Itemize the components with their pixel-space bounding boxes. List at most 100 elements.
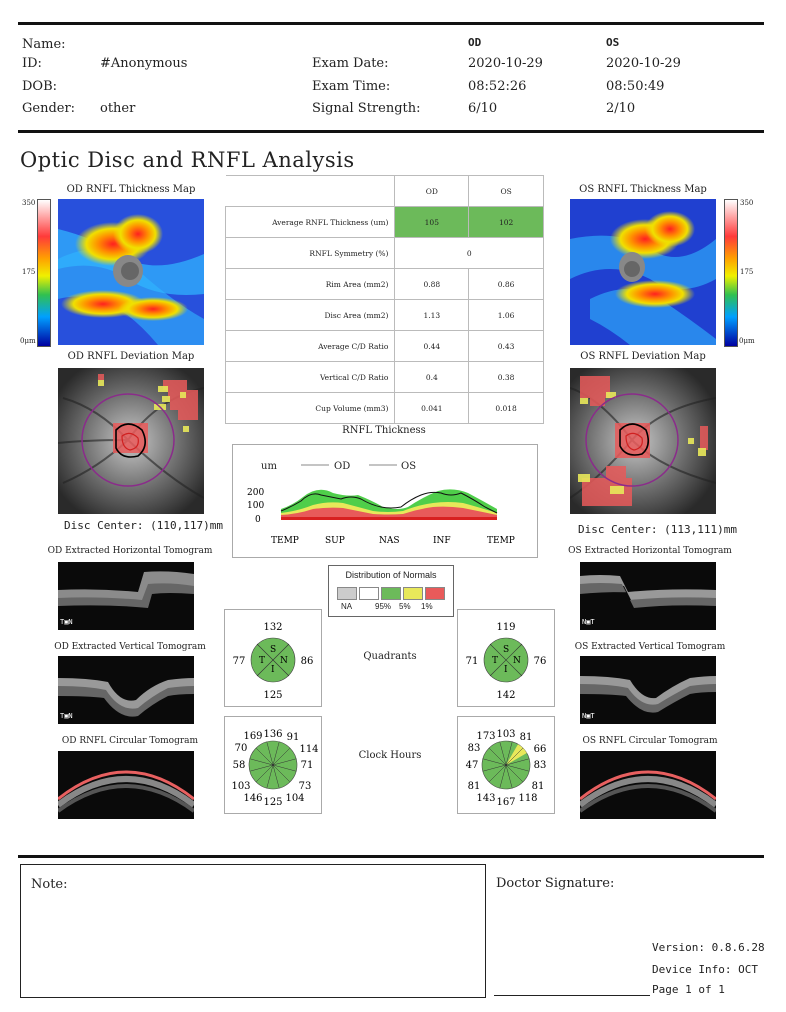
normals-legend: Distribution of Normals NA 95% 5% 1% bbox=[328, 565, 454, 617]
exam-date-label: Exam Date: bbox=[312, 56, 389, 71]
gender-label: Gender: bbox=[22, 101, 76, 116]
od-clock-11: 169 bbox=[243, 731, 262, 742]
metrics-row-od-value: 0.88 bbox=[394, 268, 470, 300]
legend-label-na: NA bbox=[341, 602, 353, 611]
od-clock-5: 104 bbox=[285, 793, 304, 804]
clock-sector-divider bbox=[482, 758, 507, 766]
od-quad-top: 132 bbox=[263, 622, 282, 633]
od-colorbar-max: 350 bbox=[22, 199, 36, 207]
os-c-tomo-title: OS RNFL Circular Tomogram bbox=[582, 736, 718, 746]
metrics-row-label: Vertical C/D Ratio bbox=[224, 361, 396, 393]
note-box[interactable]: Note: bbox=[20, 864, 486, 998]
os-quad-right: 76 bbox=[534, 656, 547, 667]
table-row: Average RNFL Thickness (um) 105 102 bbox=[224, 206, 544, 238]
clock-sector-divider bbox=[272, 764, 280, 789]
os-colorbar-mid: 175 bbox=[740, 268, 754, 276]
clock-hours-label: Clock Hours bbox=[358, 750, 422, 761]
metrics-row-label: Average RNFL Thickness (um) bbox=[224, 206, 396, 238]
metrics-row-label: Rim Area (mm2) bbox=[224, 268, 396, 300]
rnfl-chart-unit: um bbox=[261, 461, 277, 472]
metrics-table: OD OS Average RNFL Thickness (um) 105 10… bbox=[224, 175, 544, 424]
legend-label-5: 5% bbox=[399, 602, 411, 611]
os-clock-9: 47 bbox=[466, 760, 479, 771]
clock-sector-divider bbox=[505, 764, 524, 783]
od-clock-7: 146 bbox=[243, 793, 262, 804]
od-colorbar-mid: 175 bbox=[22, 268, 36, 276]
x-label-nas: NAS bbox=[379, 536, 400, 546]
x-label-inf: INF bbox=[433, 536, 451, 546]
od-colorbar-min: 0μm bbox=[20, 337, 36, 345]
os-quad-letter-i: I bbox=[504, 665, 508, 675]
metrics-row-od-value: 0.44 bbox=[394, 330, 470, 362]
legend-swatch-95 bbox=[359, 587, 379, 600]
os-header-label: OS bbox=[606, 36, 620, 49]
signal-label: Signal Strength: bbox=[312, 101, 421, 116]
os-exam-time: 08:50:49 bbox=[606, 79, 665, 94]
id-value: #Anonymous bbox=[100, 56, 188, 71]
od-c-tomo-title: OD RNFL Circular Tomogram bbox=[61, 736, 199, 746]
signature-line[interactable] bbox=[494, 995, 650, 996]
normals-legend-swatches bbox=[337, 585, 445, 604]
legend-swatch-1 bbox=[403, 587, 423, 600]
legend-label-1: 1% bbox=[421, 602, 433, 611]
metrics-header-row: OD OS bbox=[225, 175, 544, 207]
clock-sector-divider bbox=[505, 747, 524, 766]
od-quad-right: 86 bbox=[301, 656, 314, 667]
od-header-label: OD bbox=[468, 36, 482, 49]
os-clock-1: 81 bbox=[520, 732, 533, 743]
table-row: Cup Volume (mm3) 0.041 0.018 bbox=[224, 392, 544, 424]
od-thickness-map bbox=[58, 199, 204, 345]
os-quad-letter-t: T bbox=[492, 656, 498, 666]
od-clock-3: 71 bbox=[301, 760, 314, 771]
os-h-tomogram: N▣T bbox=[580, 562, 716, 630]
os-v-tomo-tag: N▣T bbox=[582, 712, 595, 720]
legend-os-label: OS bbox=[401, 461, 416, 472]
clock-sector-divider bbox=[272, 764, 297, 772]
clock-sector-divider bbox=[266, 764, 274, 789]
metrics-row-merged-value: 0 bbox=[394, 237, 544, 269]
clock-sector-divider bbox=[505, 764, 530, 772]
od-signal: 6/10 bbox=[468, 101, 498, 116]
od-circular-tomogram bbox=[58, 751, 194, 819]
os-quad-left: 71 bbox=[466, 656, 479, 667]
od-clock-1: 91 bbox=[287, 732, 300, 743]
os-circular-tomogram bbox=[580, 751, 716, 819]
os-clock-10: 83 bbox=[468, 743, 481, 754]
os-disc-center: Disc Center: (113,111)mm bbox=[578, 523, 737, 536]
od-quad-letter-t: T bbox=[259, 656, 265, 666]
od-quad-left: 77 bbox=[233, 656, 246, 667]
os-signal: 2/10 bbox=[606, 101, 636, 116]
clock-sector-divider bbox=[272, 741, 280, 766]
metrics-row-label: RNFL Symmetry (%) bbox=[224, 237, 396, 269]
metrics-row-os-value: 0.86 bbox=[468, 268, 544, 300]
os-clock-2: 66 bbox=[534, 744, 547, 755]
os-thickness-map bbox=[570, 199, 716, 345]
clock-sector-divider bbox=[505, 764, 513, 789]
note-label: Note: bbox=[31, 877, 68, 892]
metrics-row-od-value: 105 bbox=[394, 206, 470, 238]
os-clock-3: 83 bbox=[534, 760, 547, 771]
od-disc-center: Disc Center: (110,117)mm bbox=[64, 519, 223, 532]
clock-sector-divider bbox=[482, 764, 507, 772]
metrics-header-os: OS bbox=[468, 175, 544, 207]
os-colorbar-min: 0μm bbox=[739, 337, 755, 345]
legend-swatch-na bbox=[337, 587, 357, 600]
os-quad-bottom: 142 bbox=[496, 690, 515, 701]
od-thickness-line bbox=[280, 491, 498, 514]
exam-time-label: Exam Time: bbox=[312, 79, 391, 94]
od-clock-2: 114 bbox=[299, 744, 318, 755]
clock-sector-divider bbox=[266, 741, 274, 766]
clock-sector-divider bbox=[272, 758, 297, 766]
device-info: Device Info: OCT bbox=[652, 963, 758, 976]
legend-label-95: 95% bbox=[375, 602, 392, 611]
os-v-tomogram: N▣T bbox=[580, 656, 716, 724]
band-red bbox=[281, 506, 497, 519]
header-bottom-rule bbox=[18, 130, 764, 133]
os-clock-11: 173 bbox=[476, 731, 495, 742]
od-quad-bottom: 125 bbox=[263, 690, 282, 701]
clock-sector-divider bbox=[272, 747, 291, 766]
os-clock-12: 103 bbox=[496, 729, 515, 740]
os-exam-date: 2020-10-29 bbox=[606, 56, 681, 71]
quadrants-label: Quadrants bbox=[363, 651, 417, 662]
os-deviation-map bbox=[570, 368, 716, 514]
